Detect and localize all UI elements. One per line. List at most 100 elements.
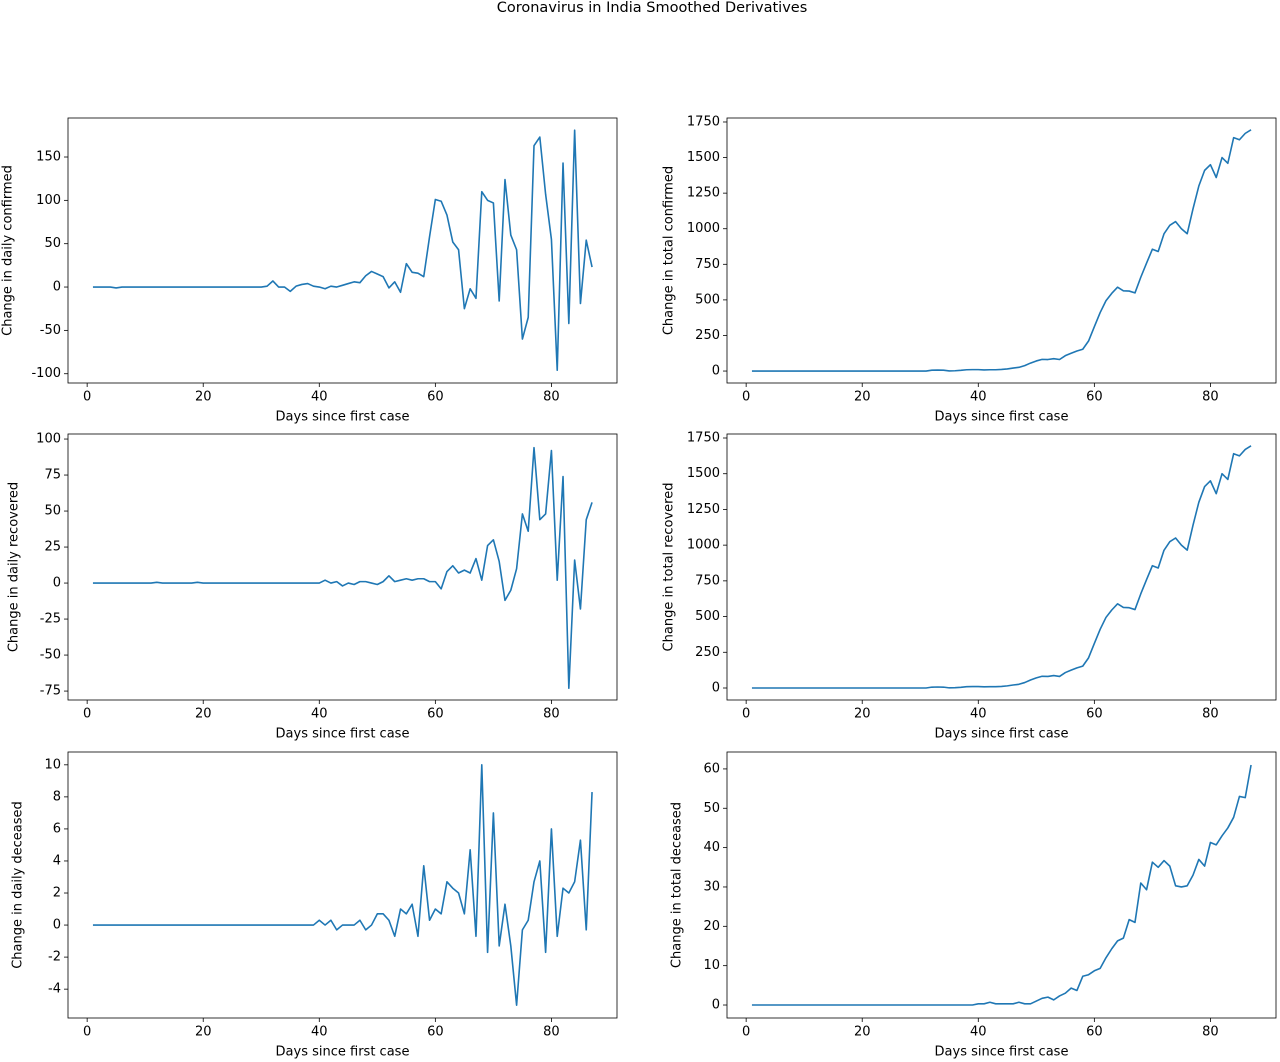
x-axis-label: Days since first case — [935, 727, 1069, 742]
y-tick-label: 500 — [695, 292, 720, 307]
y-axis-label: Change in daily confirmed — [1, 165, 16, 336]
y-axis-label: Change in daily deceased — [11, 801, 26, 969]
x-tick-label: 60 — [427, 1025, 444, 1040]
y-tick-label: -25 — [40, 612, 61, 627]
y-tick-label: 20 — [703, 919, 720, 934]
y-tick-label: -2 — [48, 950, 61, 965]
x-tick-label: 80 — [1202, 390, 1219, 405]
y-tick-label: 1000 — [687, 538, 720, 553]
figure-title: Coronavirus in India Smoothed Derivative… — [497, 0, 808, 16]
data-line — [751, 764, 1252, 1006]
x-tick-label: 60 — [427, 707, 444, 722]
y-tick-label: 6 — [53, 821, 61, 836]
y-tick-label: -100 — [31, 366, 61, 381]
x-tick-label: 60 — [1086, 707, 1103, 722]
y-tick-label: 25 — [44, 540, 61, 555]
x-tick-label: 20 — [195, 1025, 212, 1040]
x-tick-label: 60 — [1086, 1025, 1103, 1040]
data-line — [92, 764, 593, 1006]
y-axis-label: Change in total deceased — [670, 802, 685, 968]
y-tick-label: 0 — [53, 576, 61, 591]
y-tick-label: 0 — [53, 918, 61, 933]
x-tick-label: 80 — [1202, 707, 1219, 722]
y-tick-label: 0 — [712, 681, 720, 696]
y-tick-label: 1750 — [687, 431, 720, 446]
x-tick-label: 0 — [83, 1025, 91, 1040]
x-tick-label: 40 — [311, 1025, 328, 1040]
y-tick-label: 0 — [712, 364, 720, 379]
y-tick-label: 250 — [695, 328, 720, 343]
y-tick-label: 1250 — [687, 502, 720, 517]
y-tick-label: 1500 — [687, 466, 720, 481]
x-tick-label: 40 — [970, 1025, 987, 1040]
y-tick-label: 50 — [44, 236, 61, 251]
x-tick-label: 60 — [427, 390, 444, 405]
x-axis-label: Days since first case — [276, 410, 410, 425]
y-tick-label: 750 — [695, 257, 720, 272]
y-tick-label: 750 — [695, 573, 720, 588]
axes-frame — [67, 117, 618, 384]
x-tick-label: 20 — [854, 707, 871, 722]
y-tick-label: 75 — [44, 468, 61, 483]
x-tick-label: 20 — [854, 1025, 871, 1040]
data-line — [92, 129, 593, 372]
x-tick-label: 80 — [1202, 1025, 1219, 1040]
y-tick-label: -75 — [40, 684, 61, 699]
y-tick-label: 250 — [695, 645, 720, 660]
x-tick-label: 80 — [543, 390, 560, 405]
axes-frame — [726, 117, 1277, 384]
x-tick-label: 0 — [742, 390, 750, 405]
y-tick-label: 0 — [712, 998, 720, 1013]
x-tick-label: 40 — [311, 707, 328, 722]
y-tick-label: 40 — [703, 840, 720, 855]
y-tick-label: 1750 — [687, 114, 720, 129]
x-tick-label: 0 — [742, 707, 750, 722]
x-tick-label: 20 — [195, 390, 212, 405]
y-tick-label: 100 — [36, 432, 61, 447]
data-line — [751, 129, 1252, 372]
x-tick-label: 40 — [970, 390, 987, 405]
x-axis-label: Days since first case — [935, 410, 1069, 425]
y-tick-label: 500 — [695, 609, 720, 624]
x-tick-label: 40 — [311, 390, 328, 405]
x-tick-label: 80 — [543, 1025, 560, 1040]
x-tick-label: 40 — [970, 707, 987, 722]
x-tick-label: 80 — [543, 707, 560, 722]
x-tick-label: 20 — [854, 390, 871, 405]
axes-frame — [67, 751, 618, 1019]
y-tick-label: 4 — [53, 853, 61, 868]
x-axis-label: Days since first case — [276, 1045, 410, 1060]
y-tick-label: 8 — [53, 789, 61, 804]
x-axis-label: Days since first case — [935, 1045, 1069, 1060]
y-tick-label: 30 — [703, 879, 720, 894]
data-line — [92, 446, 593, 689]
y-tick-label: 2 — [53, 886, 61, 901]
y-tick-label: 1500 — [687, 150, 720, 165]
x-tick-label: 0 — [83, 707, 91, 722]
y-tick-label: 50 — [44, 504, 61, 519]
x-tick-label: 0 — [83, 390, 91, 405]
y-tick-label: 50 — [703, 801, 720, 816]
y-tick-label: 60 — [703, 761, 720, 776]
x-tick-label: 20 — [195, 707, 212, 722]
x-axis-label: Days since first case — [276, 727, 410, 742]
y-tick-label: 0 — [53, 280, 61, 295]
y-axis-label: Change in total confirmed — [662, 166, 677, 335]
y-tick-label: 1250 — [687, 186, 720, 201]
x-tick-label: 0 — [742, 1025, 750, 1040]
y-axis-label: Change in total recovered — [662, 483, 677, 652]
axes-frame — [67, 433, 618, 701]
y-tick-label: -50 — [40, 323, 61, 338]
axes-frame — [726, 751, 1277, 1019]
x-tick-label: 60 — [1086, 390, 1103, 405]
y-tick-label: -4 — [48, 982, 61, 997]
axes-frame — [726, 433, 1277, 701]
y-tick-label: 1000 — [687, 221, 720, 236]
data-line — [751, 445, 1252, 689]
y-tick-label: 10 — [44, 757, 61, 772]
y-axis-label: Change in daily recovered — [7, 482, 22, 652]
y-tick-label: 10 — [703, 958, 720, 973]
y-tick-label: 100 — [36, 193, 61, 208]
y-tick-label: -50 — [40, 648, 61, 663]
